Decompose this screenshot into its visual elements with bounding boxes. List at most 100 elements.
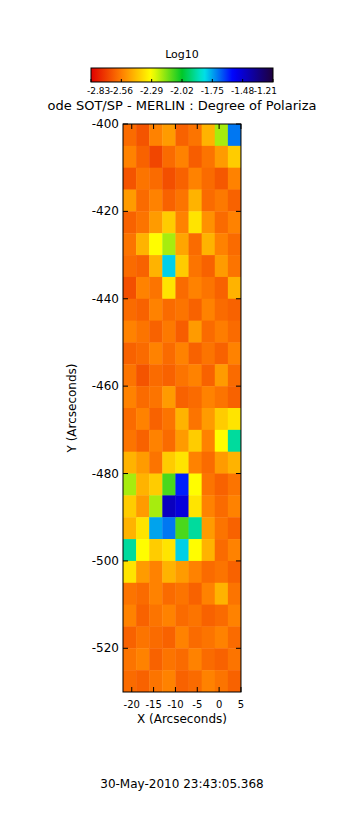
- cell: [175, 626, 189, 648]
- cell: [228, 277, 241, 299]
- cell: [228, 452, 241, 474]
- cell: [149, 211, 163, 233]
- cell: [202, 190, 216, 212]
- cell: [228, 474, 241, 496]
- cell: [215, 190, 229, 212]
- cell: [215, 605, 229, 627]
- cell: [215, 408, 229, 430]
- cell: [215, 670, 229, 692]
- cell: [136, 386, 150, 408]
- cell: [123, 299, 137, 321]
- cell: [136, 605, 150, 627]
- cell: [175, 670, 189, 692]
- x-tick: [131, 687, 132, 692]
- cell: [149, 364, 163, 386]
- cell: [202, 408, 216, 430]
- y-tick: [123, 211, 128, 212]
- x-tick: [197, 124, 198, 129]
- cell: [123, 233, 137, 255]
- cell: [175, 255, 189, 277]
- cells: [123, 124, 241, 692]
- cell: [228, 168, 241, 190]
- cell: [123, 561, 137, 583]
- cell: [149, 255, 163, 277]
- y-tick: [236, 560, 241, 561]
- cell: [123, 408, 137, 430]
- cell: [228, 648, 241, 670]
- cell: [123, 190, 137, 212]
- cell: [189, 146, 203, 168]
- cell: [149, 561, 163, 583]
- cell: [162, 583, 176, 605]
- colorbar-tick-label: -1.48: [231, 86, 255, 96]
- cell: [215, 583, 229, 605]
- cell: [123, 124, 137, 146]
- cell: [215, 539, 229, 561]
- y-axis-label: Y (Arcseconds): [65, 363, 79, 453]
- y-tick-label: -500: [92, 554, 119, 568]
- cell: [189, 408, 203, 430]
- cell: [149, 474, 163, 496]
- cell: [228, 495, 241, 517]
- y-tick: [236, 124, 241, 125]
- cell: [149, 626, 163, 648]
- cell: [136, 342, 150, 364]
- cell: [228, 342, 241, 364]
- cell: [123, 495, 137, 517]
- cell: [175, 495, 189, 517]
- x-tick-label: -10: [167, 699, 183, 710]
- cell: [215, 495, 229, 517]
- cell: [202, 452, 216, 474]
- cell: [202, 386, 216, 408]
- cell: [228, 626, 241, 648]
- y-tick: [236, 298, 241, 299]
- cell: [136, 364, 150, 386]
- cell: [215, 277, 229, 299]
- colorbar: [91, 68, 273, 82]
- cell: [149, 299, 163, 321]
- cell: [136, 233, 150, 255]
- cell: [136, 211, 150, 233]
- cell: [136, 517, 150, 539]
- cell: [136, 168, 150, 190]
- cell: [228, 583, 241, 605]
- cell: [202, 670, 216, 692]
- cell: [215, 364, 229, 386]
- cell: [123, 517, 137, 539]
- cell: [202, 430, 216, 452]
- colorbar-tick-label: -1.21: [254, 86, 277, 96]
- y-tick: [236, 386, 241, 387]
- cell: [162, 342, 176, 364]
- x-tick: [219, 124, 220, 129]
- y-tick-label: -420: [92, 204, 119, 218]
- cell: [162, 517, 176, 539]
- cell: [136, 648, 150, 670]
- cell: [228, 146, 241, 168]
- cell: [162, 495, 176, 517]
- cell: [162, 321, 176, 343]
- y-tick-label: -400: [92, 117, 119, 131]
- cell: [215, 342, 229, 364]
- x-tick-label: -15: [145, 699, 161, 710]
- cell: [202, 539, 216, 561]
- cell: [175, 233, 189, 255]
- cell: [189, 321, 203, 343]
- cell: [189, 211, 203, 233]
- cell: [149, 648, 163, 670]
- cell: [175, 364, 189, 386]
- x-tick: [175, 687, 176, 692]
- cell: [162, 408, 176, 430]
- x-tick-label: -5: [192, 699, 202, 710]
- cell: [162, 211, 176, 233]
- y-tick-label: -480: [92, 467, 119, 481]
- x-axis-label: X (Arcseconds): [137, 712, 227, 726]
- cell: [202, 255, 216, 277]
- cell: [189, 386, 203, 408]
- cell: [149, 386, 163, 408]
- colorbar-tick: [182, 79, 183, 82]
- colorbar-tick: [273, 79, 274, 82]
- cell: [228, 670, 241, 692]
- cell: [189, 626, 203, 648]
- cell: [175, 474, 189, 496]
- cell: [123, 648, 137, 670]
